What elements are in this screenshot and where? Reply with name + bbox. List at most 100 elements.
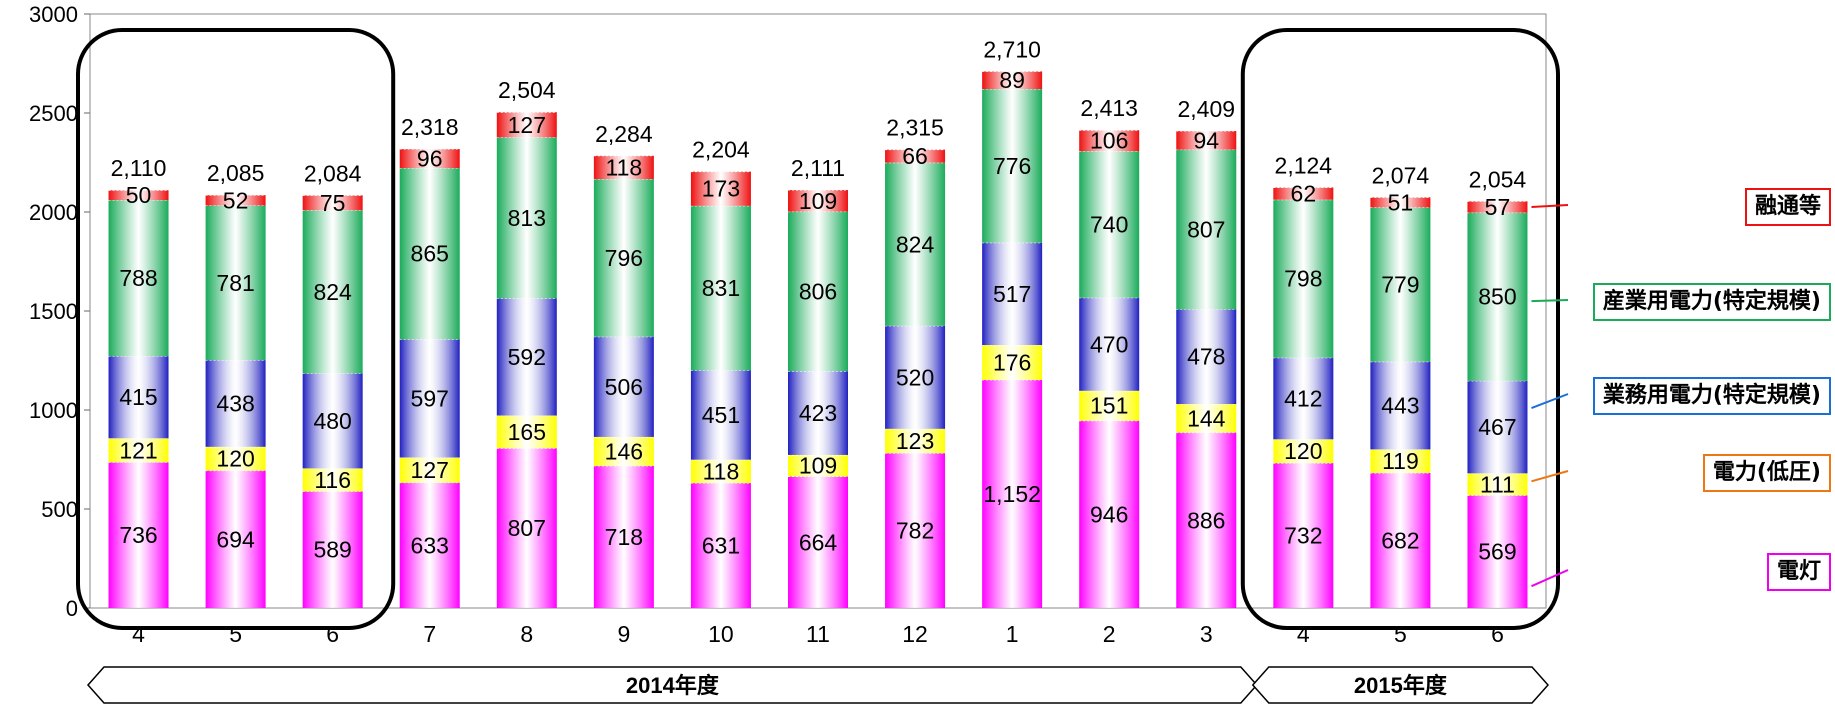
fiscal-year-label: 2014年度 <box>626 673 720 698</box>
bar-segment <box>1079 151 1140 298</box>
segment-value-label: 824 <box>313 279 352 305</box>
legend-item-business-power: 業務用電力(特定規模) <box>1592 377 1831 415</box>
bar-segment <box>1370 449 1431 473</box>
segment-value-label: 718 <box>605 524 643 550</box>
segment-value-label: 807 <box>1187 217 1225 243</box>
bar-segment <box>302 195 363 211</box>
segment-value-label: 116 <box>314 467 351 493</box>
x-tick-label: 1 <box>1006 621 1019 647</box>
legend-item-lighting: 電灯 <box>1766 553 1831 591</box>
total-value-label: 2,110 <box>111 155 167 181</box>
bar-segment <box>885 325 946 429</box>
x-tick-label: 2 <box>1103 621 1116 647</box>
segment-value-label: 62 <box>1291 181 1317 207</box>
bar-segment <box>788 476 848 608</box>
legend-item-low-voltage-power: 電力(低圧) <box>1702 454 1831 492</box>
total-value-label: 2,204 <box>692 137 750 163</box>
segment-value-label: 850 <box>1478 284 1516 310</box>
bar-segment <box>690 171 751 206</box>
total-value-label: 2,085 <box>207 160 265 186</box>
x-tick-label: 5 <box>229 621 242 647</box>
bar-segment <box>108 200 169 357</box>
bar-segment <box>1467 495 1528 608</box>
bar-segment <box>982 71 1043 90</box>
segment-value-label: 146 <box>605 438 643 464</box>
total-value-label: 2,284 <box>595 121 653 147</box>
segment-value-label: 732 <box>1284 523 1322 549</box>
bar-segment <box>1273 357 1334 440</box>
segment-value-label: 57 <box>1485 194 1511 220</box>
x-tick-label: 12 <box>902 621 928 647</box>
segment-value-label: 664 <box>799 529 838 555</box>
bar-segment <box>1370 472 1431 608</box>
total-value-label: 2,710 <box>983 36 1041 62</box>
bar-segment <box>1176 404 1237 433</box>
segment-value-label: 806 <box>799 278 837 304</box>
bar-segment <box>1467 380 1528 474</box>
total-value-label: 2,315 <box>886 115 944 141</box>
legend-leader-line <box>1531 393 1569 409</box>
y-tick-label: 3000 <box>29 2 78 27</box>
y-tick-label: 2500 <box>29 101 78 126</box>
bar-segment <box>205 470 266 608</box>
total-value-label: 2,504 <box>498 77 556 103</box>
bar-segment <box>593 436 654 466</box>
segment-value-label: 506 <box>605 374 643 400</box>
segment-value-label: 682 <box>1381 527 1419 553</box>
total-value-label: 2,074 <box>1372 162 1430 188</box>
x-tick-label: 11 <box>806 621 830 647</box>
segment-value-label: 813 <box>508 205 546 231</box>
bar-segment <box>1273 187 1334 200</box>
segment-value-label: 118 <box>703 458 740 484</box>
bar-segment <box>302 491 363 608</box>
segment-value-label: 66 <box>902 143 928 169</box>
bar-segment <box>593 465 654 608</box>
segment-value-label: 694 <box>216 526 255 552</box>
segment-value-label: 798 <box>1284 266 1322 292</box>
bar-segment <box>1467 201 1528 213</box>
segment-value-label: 96 <box>417 146 443 172</box>
highlight-box <box>76 28 396 630</box>
bar-segment <box>982 89 1043 243</box>
segment-value-label: 631 <box>702 533 740 559</box>
bar-segment <box>885 428 946 454</box>
bar-segment <box>205 205 266 361</box>
total-value-label: 2,111 <box>791 155 845 181</box>
segment-value-label: 423 <box>799 400 837 426</box>
x-tick-label: 3 <box>1200 621 1213 647</box>
bar-segment <box>496 448 557 608</box>
y-tick-label: 0 <box>66 596 78 621</box>
bar-segment <box>108 462 169 608</box>
segment-value-label: 886 <box>1187 507 1225 533</box>
bar-segment <box>1273 463 1334 608</box>
bar-segment <box>1079 390 1140 421</box>
total-value-label: 2,318 <box>401 114 459 140</box>
segment-value-label: 412 <box>1284 386 1322 412</box>
highlight-box <box>1240 28 1561 630</box>
bar-segment <box>1467 212 1528 381</box>
segment-value-label: 438 <box>216 390 254 416</box>
segment-value-label: 470 <box>1090 331 1128 357</box>
bar-segment <box>399 482 460 608</box>
bar-segment <box>496 112 557 138</box>
bar-segment <box>690 205 751 371</box>
segment-value-label: 1,152 <box>983 481 1041 507</box>
segment-value-label: 151 <box>1090 393 1128 419</box>
total-value-label: 2,054 <box>1469 166 1527 192</box>
bar-segment <box>593 179 654 337</box>
segment-value-label: 831 <box>702 275 740 301</box>
x-tick-label: 8 <box>520 621 533 647</box>
bar-segment <box>690 370 751 460</box>
bar-segment <box>885 162 946 326</box>
total-value-label: 2,124 <box>1275 152 1333 178</box>
fiscal-year-bracket <box>86 666 1258 704</box>
total-value-label: 2,413 <box>1080 95 1138 121</box>
segment-value-label: 788 <box>119 265 157 291</box>
legend-leader-line <box>1531 204 1569 209</box>
y-tick-label: 1000 <box>29 398 78 423</box>
segment-value-label: 119 <box>1382 448 1419 474</box>
x-tick-label: 4 <box>132 621 145 647</box>
bar-segment <box>496 298 557 416</box>
bar-segment <box>788 371 848 455</box>
bar-segment <box>1176 131 1237 150</box>
